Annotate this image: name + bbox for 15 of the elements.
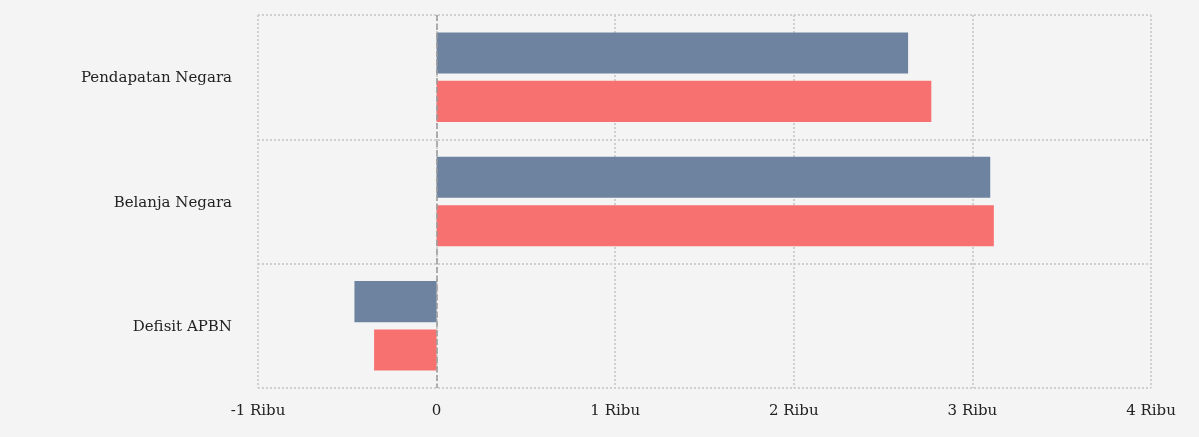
y-tick-label: Belanja Negara (113, 192, 233, 211)
bar (374, 329, 437, 371)
x-tick-label: 0 (431, 400, 442, 419)
bar (436, 205, 994, 247)
x-tick-label: 2 Ribu (768, 400, 819, 419)
bar (354, 281, 437, 323)
x-tick-label: 1 Ribu (590, 400, 641, 419)
bar (436, 80, 932, 122)
x-tick-label: 3 Ribu (947, 400, 998, 419)
y-tick-label: Defisit APBN (132, 316, 232, 335)
bar (436, 156, 991, 198)
x-tick-label: 4 Ribu (1126, 400, 1177, 419)
y-tick-label: Pendapatan Negara (80, 68, 233, 87)
x-tick-label: -1 Ribu (230, 400, 286, 419)
bar (436, 32, 909, 74)
